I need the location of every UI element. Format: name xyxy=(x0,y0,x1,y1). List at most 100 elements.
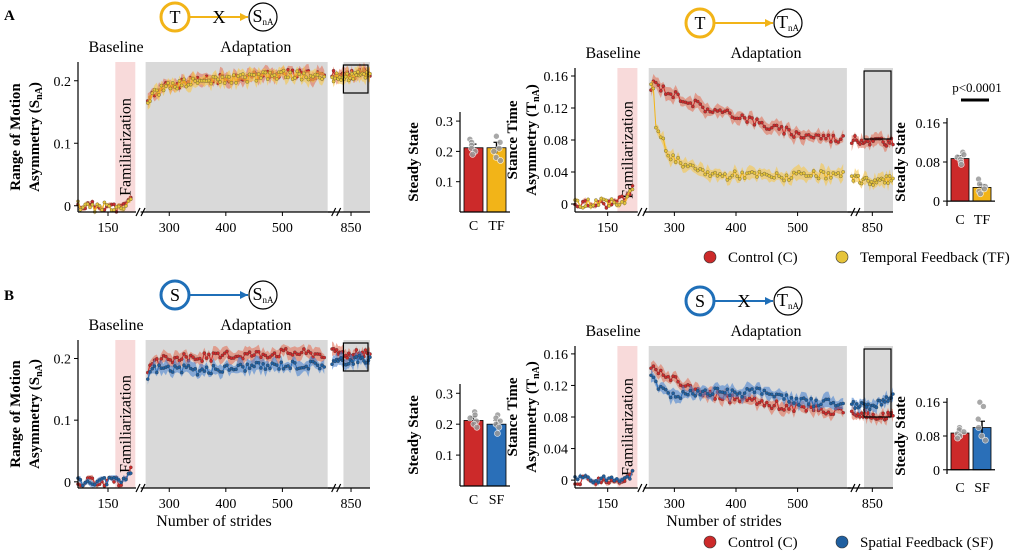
series-point xyxy=(792,409,796,414)
series-point xyxy=(102,200,107,205)
series-point xyxy=(293,76,297,80)
target-node-circle xyxy=(248,2,278,32)
series-point xyxy=(596,480,601,485)
series-point xyxy=(705,107,710,111)
series-point xyxy=(816,176,821,181)
series-point xyxy=(859,138,864,143)
adaptation-label: Adaptation xyxy=(730,45,801,62)
legend: Control (C) Temporal Feedback (TF) xyxy=(703,250,1010,266)
series-point xyxy=(720,174,725,178)
source-node-circle xyxy=(159,1,191,33)
series-point xyxy=(737,116,742,121)
series-point xyxy=(853,134,857,138)
series-point xyxy=(757,169,762,174)
series-point xyxy=(772,175,776,180)
series-point xyxy=(204,356,209,360)
series-point xyxy=(286,364,290,368)
series-point xyxy=(656,129,661,134)
series-point xyxy=(804,398,808,402)
series-point xyxy=(609,475,614,479)
series-point xyxy=(315,363,320,367)
series-point xyxy=(129,197,133,202)
series-point xyxy=(259,355,263,360)
series-point xyxy=(730,388,735,392)
series-point xyxy=(826,397,831,402)
series-point xyxy=(710,110,715,115)
series-point xyxy=(698,393,703,397)
series-point xyxy=(602,201,606,206)
series-point xyxy=(351,77,356,81)
adaptation-label: Adaptation xyxy=(730,323,801,340)
series-point xyxy=(315,73,320,77)
series-point xyxy=(792,135,796,139)
series-point xyxy=(295,69,299,74)
series-point xyxy=(666,153,670,158)
series-point xyxy=(673,90,678,94)
axis-break-mark xyxy=(637,207,643,217)
x-tick-label: 500 xyxy=(787,221,808,236)
series-point xyxy=(604,478,609,483)
line-plot: Familiarization 0 0.04 0.08 0.12 0.16 150 300 40… xyxy=(505,7,895,236)
series-point xyxy=(752,171,757,175)
series-point xyxy=(343,74,348,79)
series-point xyxy=(802,396,806,400)
series-point xyxy=(859,411,864,415)
y-tick-label: 0.12 xyxy=(544,102,569,117)
series-point xyxy=(622,201,627,205)
series-point xyxy=(216,77,220,82)
series-point xyxy=(339,356,343,360)
target-node-circle xyxy=(248,280,278,310)
series-point xyxy=(821,399,826,403)
series-point xyxy=(841,401,845,406)
series-point xyxy=(625,194,630,199)
series-point xyxy=(225,349,229,354)
series-point xyxy=(891,392,895,396)
series-point xyxy=(705,170,710,174)
series-point xyxy=(193,79,198,83)
series-point xyxy=(281,367,286,371)
series-point xyxy=(887,141,892,145)
series-point xyxy=(681,389,685,394)
x-axis-label: Number of strides xyxy=(156,513,272,530)
series-point xyxy=(272,351,277,355)
series-point xyxy=(177,79,182,83)
series-point xyxy=(676,155,680,160)
series-point xyxy=(238,362,243,367)
legend-feedback-marker xyxy=(835,250,849,264)
subject-point xyxy=(957,161,965,168)
bar-chart: C SF 0 0.08 0.16 Steady State xyxy=(893,396,995,496)
series-point xyxy=(586,197,590,202)
series-point xyxy=(222,81,227,85)
steady-state-box xyxy=(342,342,369,372)
baseline-label: Baseline xyxy=(88,317,143,334)
series-point xyxy=(591,203,596,208)
series-point xyxy=(107,204,111,208)
familiarization-band xyxy=(617,346,638,488)
axis-break-mark xyxy=(140,483,146,493)
series-point xyxy=(864,405,869,409)
series-point xyxy=(159,357,164,361)
series-point xyxy=(588,478,593,483)
series-point xyxy=(718,172,722,176)
series-point xyxy=(802,136,806,140)
series-point xyxy=(302,71,306,76)
subject-point xyxy=(496,139,504,146)
series-point xyxy=(874,405,879,410)
series-point xyxy=(683,162,688,167)
series-point xyxy=(268,70,272,75)
series-point xyxy=(688,101,693,105)
series-point xyxy=(85,479,90,484)
series-point xyxy=(90,199,95,204)
series-point xyxy=(742,176,747,180)
series-point xyxy=(858,142,862,146)
subject-point xyxy=(495,145,503,152)
series-point xyxy=(686,392,690,397)
series-point xyxy=(841,170,845,174)
series-point xyxy=(241,72,245,76)
series-point xyxy=(797,131,801,136)
legend-control-marker xyxy=(703,535,717,549)
series-point xyxy=(700,168,705,172)
line-plot: Familiarization 0 0.1 0.2 150 300 400 500 850 Ran… xyxy=(8,1,372,236)
target-node-label: TnA xyxy=(777,290,800,311)
subject-point xyxy=(981,185,988,193)
